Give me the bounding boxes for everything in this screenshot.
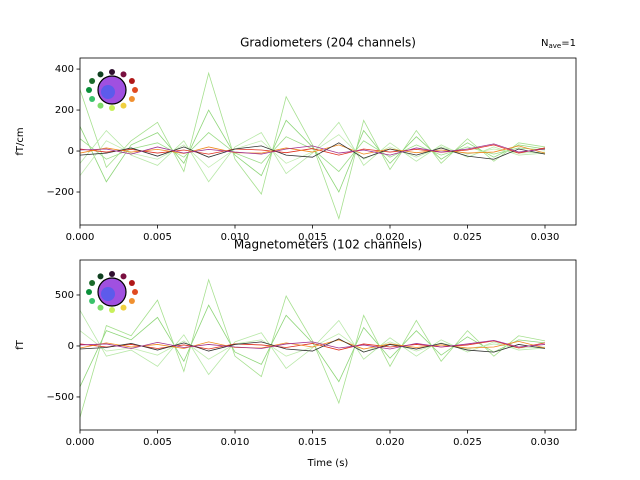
channel-trace xyxy=(79,340,546,351)
sensor-dot xyxy=(132,87,138,93)
y-tick-label: 200 xyxy=(55,105,74,116)
channel-trace xyxy=(79,278,546,418)
nave-base: N xyxy=(541,38,548,49)
sensor-dot xyxy=(132,289,138,295)
x-tick-label: 0.030 xyxy=(531,232,560,243)
sensor-dot xyxy=(89,280,96,286)
axes-title: Magnetometers (102 channels) xyxy=(234,238,422,252)
sensor-dot xyxy=(97,273,104,280)
channel-trace xyxy=(79,339,546,350)
sensor-dot xyxy=(109,69,115,75)
sensor-legend xyxy=(86,271,138,313)
y-tick-label: −200 xyxy=(47,187,74,198)
sensor-legend xyxy=(86,69,138,111)
x-tick-label: 0.000 xyxy=(66,232,95,243)
head-center xyxy=(101,287,115,301)
x-tick-label: 0.005 xyxy=(143,437,172,448)
channel-trace xyxy=(79,109,546,193)
x-tick-label: 0.005 xyxy=(143,232,172,243)
nave-rest: =1 xyxy=(561,38,576,49)
x-tick-label: 0.025 xyxy=(453,232,482,243)
x-tick-label: 0.010 xyxy=(221,232,250,243)
sensor-dot xyxy=(109,105,115,111)
sensor-dot xyxy=(120,273,127,280)
channel-trace xyxy=(79,71,546,221)
nave-sub: ave xyxy=(549,42,562,50)
channel-trace xyxy=(79,338,546,353)
sensor-dot xyxy=(86,289,92,295)
channel-trace xyxy=(79,143,546,156)
sensor-dot xyxy=(128,96,135,102)
channel-trace xyxy=(79,142,546,160)
channel-trace xyxy=(79,134,546,176)
sensor-dot xyxy=(128,298,135,304)
head-center xyxy=(101,85,115,99)
sensor-dot xyxy=(109,307,115,313)
axes-frame xyxy=(79,259,577,431)
sensor-dot xyxy=(128,78,135,84)
x-tick-label: 0.000 xyxy=(66,437,95,448)
channel-trace xyxy=(79,121,546,183)
sensor-dot xyxy=(109,271,115,277)
nave-annotation: Nave=1 xyxy=(541,38,576,50)
x-tick-label: 0.030 xyxy=(531,437,560,448)
axes-title: Gradiometers (204 channels) xyxy=(240,36,416,50)
sensor-dot xyxy=(120,71,127,78)
sensor-dot xyxy=(128,280,135,286)
x-tick-label: 0.010 xyxy=(221,437,250,448)
y-axis-label: fT xyxy=(15,339,26,350)
y-tick-label: 400 xyxy=(55,64,74,75)
sensor-dot xyxy=(97,102,104,109)
sensor-dot xyxy=(97,71,104,78)
channel-trace xyxy=(79,310,546,376)
sensor-dot xyxy=(89,96,96,102)
axes-frame xyxy=(79,57,577,226)
x-tick-label: 0.025 xyxy=(453,437,482,448)
x-tick-label: 0.020 xyxy=(376,437,405,448)
sensor-dot xyxy=(97,304,104,311)
sensor-dot xyxy=(120,102,127,109)
sensor-dot xyxy=(89,298,96,304)
channel-trace xyxy=(79,304,546,387)
sensor-dot xyxy=(89,78,96,84)
x-tick-label: 0.015 xyxy=(298,437,327,448)
channel-trace xyxy=(79,144,546,155)
y-tick-label: −500 xyxy=(47,392,74,403)
channel-trace xyxy=(79,144,546,156)
channel-trace xyxy=(79,339,546,350)
y-tick-label: 0 xyxy=(68,341,74,352)
y-axis-label: fT/cm xyxy=(15,127,26,155)
sensor-dot xyxy=(120,304,127,311)
y-tick-label: 500 xyxy=(55,290,74,301)
x-axis-label: Time (s) xyxy=(307,458,349,469)
x-tick-label: 0.015 xyxy=(298,232,327,243)
x-tick-label: 0.020 xyxy=(376,232,405,243)
y-tick-label: 0 xyxy=(68,146,74,157)
sensor-dot xyxy=(86,87,92,93)
